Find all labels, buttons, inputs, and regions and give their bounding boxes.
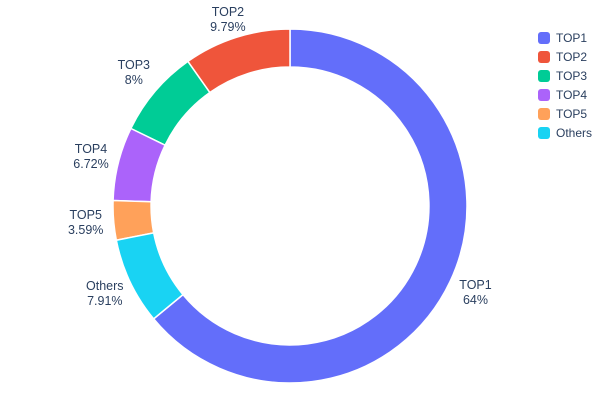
legend-swatch bbox=[537, 126, 550, 139]
legend-item-top1[interactable]: TOP1 bbox=[537, 30, 592, 45]
legend-swatch bbox=[537, 107, 550, 120]
slice-label-others: Others 7.91% bbox=[86, 279, 124, 308]
legend-label: TOP3 bbox=[555, 68, 588, 83]
slice-label-top5: TOP5 3.59% bbox=[68, 208, 103, 237]
legend-item-top2[interactable]: TOP2 bbox=[537, 49, 592, 64]
slice-label-top1: TOP1 64% bbox=[459, 278, 491, 307]
legend-swatch bbox=[537, 50, 550, 63]
legend-label: TOP2 bbox=[555, 49, 588, 64]
pie-slice-others[interactable] bbox=[115, 231, 185, 320]
legend-swatch bbox=[537, 88, 550, 101]
legend-label: TOP4 bbox=[555, 87, 588, 102]
legend-label: Others bbox=[555, 125, 592, 140]
legend-item-top3[interactable]: TOP3 bbox=[537, 68, 592, 83]
legend-item-top4[interactable]: TOP4 bbox=[537, 87, 592, 102]
pie-slice-top1[interactable] bbox=[152, 28, 468, 384]
legend-item-others[interactable]: Others bbox=[537, 125, 592, 140]
slice-label-top3: TOP3 8% bbox=[118, 58, 150, 87]
legend-swatch bbox=[537, 69, 550, 82]
legend-label: TOP5 bbox=[555, 106, 588, 121]
slice-label-top4: TOP4 6.72% bbox=[73, 142, 108, 171]
legend-label: TOP1 bbox=[555, 30, 588, 45]
legend-swatch bbox=[537, 31, 550, 44]
slice-label-top2: TOP2 9.79% bbox=[210, 5, 245, 34]
legend: TOP1 TOP2 TOP3 TOP4 TOP5 Others bbox=[537, 30, 592, 140]
legend-item-top5[interactable]: TOP5 bbox=[537, 106, 592, 121]
